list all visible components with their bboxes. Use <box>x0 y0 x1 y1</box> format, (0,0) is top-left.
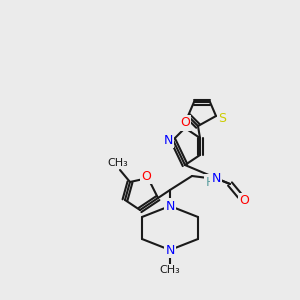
Text: O: O <box>141 169 151 182</box>
Text: O: O <box>239 194 249 208</box>
Text: CH₃: CH₃ <box>160 265 180 275</box>
Text: CH₃: CH₃ <box>108 158 128 168</box>
Text: N: N <box>165 244 175 256</box>
Text: N: N <box>211 172 221 184</box>
Text: N: N <box>165 200 175 212</box>
Text: N: N <box>163 134 173 146</box>
Text: S: S <box>218 112 226 124</box>
Text: O: O <box>180 116 190 130</box>
Text: H: H <box>205 176 215 188</box>
